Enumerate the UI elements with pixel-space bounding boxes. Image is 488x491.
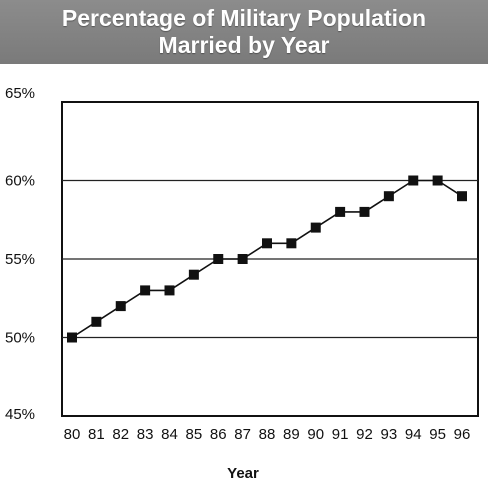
y-tick-label: 60%: [5, 173, 35, 190]
x-tick-label: 95: [429, 426, 446, 443]
data-point-marker: [286, 238, 297, 249]
x-tick-label: 86: [210, 426, 227, 443]
x-axis-title: Year: [227, 465, 259, 482]
x-tick-label: 93: [381, 426, 398, 443]
x-tick-label: 90: [307, 426, 324, 443]
data-point-marker: [237, 254, 248, 264]
data-point-marker: [115, 301, 126, 312]
x-tick-label: 96: [454, 426, 471, 443]
chart-title-line-1: Percentage of Military Population: [61, 5, 427, 31]
data-point-marker: [140, 285, 151, 296]
x-tick-label: 94: [405, 426, 422, 443]
line-chart: 45% 50% 55% 60% 65% 80 81 82 83 84 85 86 87 88 89 90 91…: [5, 85, 479, 482]
x-tick-label: 85: [186, 426, 203, 443]
data-point-marker: [457, 191, 467, 202]
y-tick-label: 65%: [5, 85, 35, 102]
data-point-marker: [432, 175, 443, 186]
data-point-marker: [335, 206, 346, 217]
x-tick-label: 80: [64, 426, 81, 443]
title-banner: Percentage of Military Population Marrie…: [0, 0, 488, 64]
series-layer: [67, 175, 467, 343]
data-point-marker: [213, 254, 224, 264]
y-tick-label: 50%: [5, 330, 35, 347]
x-tick-label: 89: [283, 426, 300, 443]
x-tick-label: 83: [137, 426, 154, 443]
data-point-marker: [262, 238, 272, 249]
x-tick-label: 91: [332, 426, 349, 443]
data-point-marker: [91, 316, 102, 327]
chart-title-line-2: Married by Year: [158, 32, 330, 58]
x-tick-label: 87: [234, 426, 251, 443]
x-tick-label: 84: [161, 426, 178, 443]
y-tick-label: 45%: [5, 406, 35, 423]
x-tick-label: 92: [356, 426, 373, 443]
x-axis-tick-labels: 80 81 82 83 84 85 86 87 88 89 90 91 92 93 94 95 96: [64, 426, 471, 443]
data-point-marker: [310, 222, 321, 233]
y-tick-label: 55%: [5, 251, 35, 268]
x-tick-label: 81: [88, 426, 105, 443]
data-point-marker: [383, 191, 394, 202]
data-point-marker: [67, 332, 77, 343]
data-point-marker: [188, 269, 199, 280]
data-point-marker: [359, 206, 370, 217]
y-axis-tick-labels: 45% 50% 55% 60% 65%: [5, 85, 35, 423]
x-tick-label: 88: [259, 426, 276, 443]
x-tick-label: 82: [112, 426, 129, 443]
data-point-marker: [164, 285, 175, 296]
data-point-marker: [408, 175, 419, 186]
